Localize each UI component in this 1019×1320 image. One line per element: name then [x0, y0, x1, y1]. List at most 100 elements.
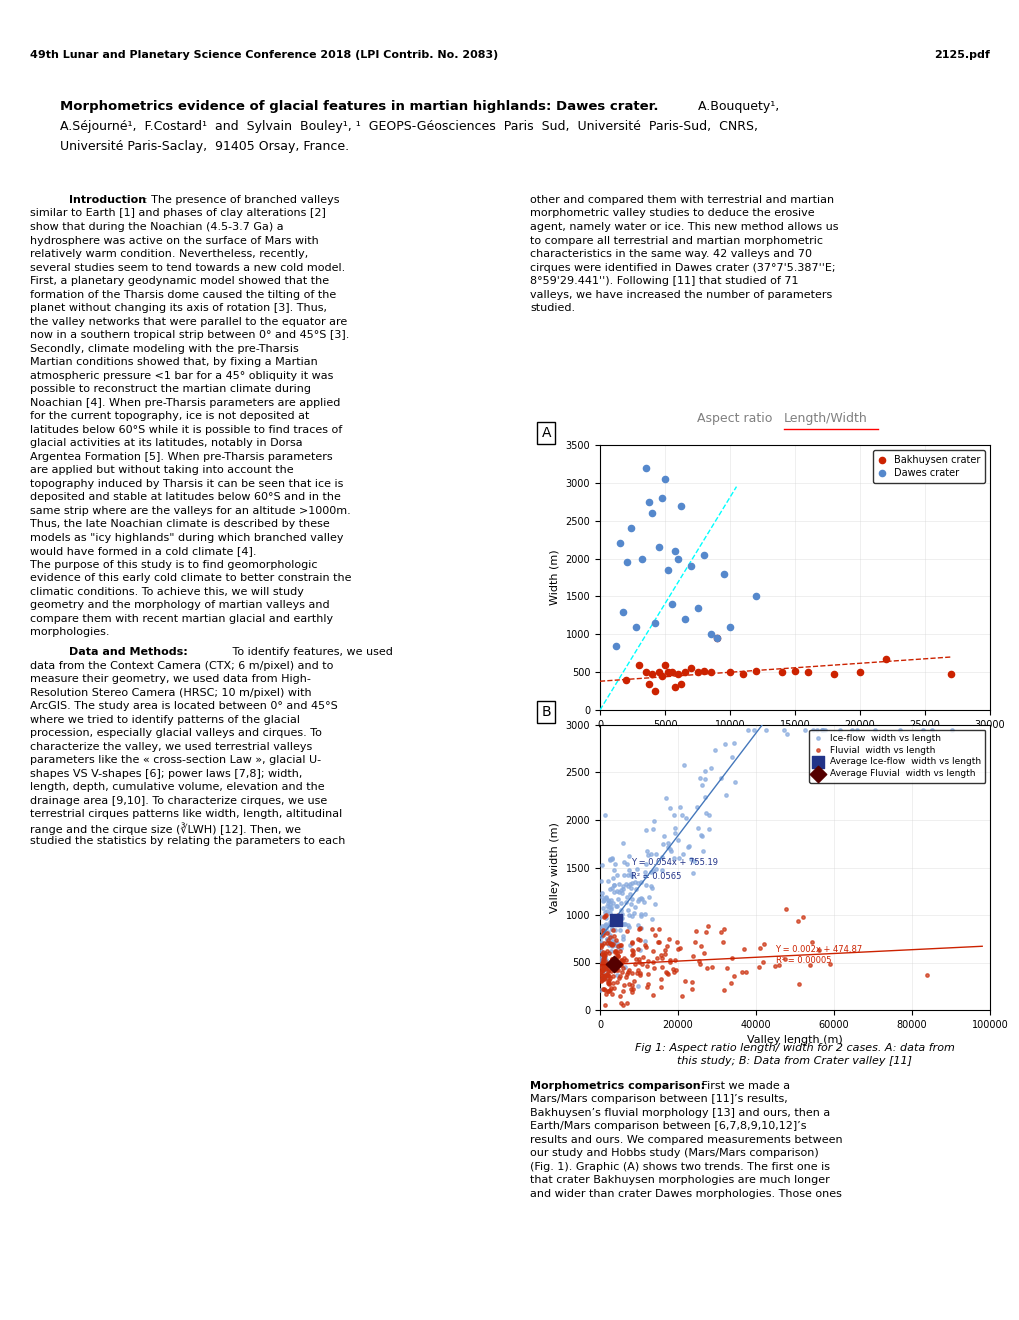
Ice-flow  width vs length	[597, 887, 613, 908]
Dawes crater	[721, 616, 738, 638]
Ice-flow  width vs length	[600, 890, 616, 911]
Ice-flow  width vs length	[618, 891, 634, 912]
Ice-flow  width vs length	[596, 946, 612, 968]
Dawes crater	[614, 601, 631, 622]
Ice-flow  width vs length	[813, 719, 829, 741]
Ice-flow  width vs length	[665, 847, 682, 869]
Dawes crater	[643, 503, 659, 524]
Ice-flow  width vs length	[599, 890, 615, 911]
Fluvial  width vs length	[604, 920, 621, 941]
Fluvial  width vs length	[609, 936, 626, 957]
Bakhuysen crater	[618, 669, 634, 690]
Ice-flow  width vs length	[596, 804, 612, 825]
Fluvial  width vs length	[595, 968, 611, 989]
Ice-flow  width vs length	[665, 817, 682, 838]
Text: our study and Hobbs study (Mars/Mars comparison): our study and Hobbs study (Mars/Mars com…	[530, 1148, 818, 1159]
Fluvial  width vs length	[598, 923, 614, 944]
Fluvial  width vs length	[603, 983, 620, 1005]
Fluvial  width vs length	[596, 942, 612, 964]
Ice-flow  width vs length	[694, 774, 710, 795]
Ice-flow  width vs length	[816, 719, 833, 741]
Text: morphometric valley studies to deduce the erosive: morphometric valley studies to deduce th…	[530, 209, 814, 219]
Ice-flow  width vs length	[597, 887, 613, 908]
Ice-flow  width vs length	[614, 928, 631, 949]
Ice-flow  width vs length	[602, 898, 619, 919]
Fluvial  width vs length	[629, 960, 645, 981]
Dawes crater	[672, 495, 688, 516]
Fluvial  width vs length	[683, 978, 699, 999]
Fluvial  width vs length	[601, 953, 618, 974]
Fluvial  width vs length	[918, 965, 934, 986]
Fluvial  width vs length	[614, 979, 631, 1001]
Ice-flow  width vs length	[623, 863, 639, 884]
Ice-flow  width vs length	[602, 888, 619, 909]
Fluvial  width vs length	[699, 916, 715, 937]
Fluvial  width vs length	[592, 961, 608, 982]
Text: Data and Methods:: Data and Methods:	[68, 647, 187, 657]
Bakhuysen crater	[646, 681, 662, 702]
Fluvial  width vs length	[600, 973, 616, 994]
Ice-flow  width vs length	[596, 958, 612, 979]
Fluvial  width vs length	[594, 948, 610, 969]
Text: Argentea Formation [5]. When pre-Tharsis parameters: Argentea Formation [5]. When pre-Tharsis…	[30, 451, 332, 462]
Ice-flow  width vs length	[621, 874, 637, 895]
Fluvial  width vs length	[594, 923, 610, 944]
Fluvial  width vs length	[624, 944, 640, 965]
Ice-flow  width vs length	[679, 837, 695, 858]
Text: shapes VS V-shapes [6]; power laws [7,8]; width,: shapes VS V-shapes [6]; power laws [7,8]…	[30, 768, 302, 779]
Fluvial  width vs length	[599, 970, 615, 991]
Fluvial  width vs length	[611, 940, 628, 961]
Ice-flow  width vs length	[700, 804, 716, 825]
Fluvial  width vs length	[609, 904, 626, 925]
Ice-flow  width vs length	[944, 719, 960, 741]
Ice-flow  width vs length	[608, 896, 625, 917]
Ice-flow  width vs length	[623, 873, 639, 894]
Text: morphologies.: morphologies.	[30, 627, 109, 638]
Ice-flow  width vs length	[644, 861, 660, 882]
Bakhuysen crater	[676, 661, 692, 682]
Ice-flow  width vs length	[594, 962, 610, 983]
Dawes crater	[623, 517, 639, 539]
Ice-flow  width vs length	[598, 929, 614, 950]
Ice-flow  width vs length	[643, 843, 659, 865]
Ice-flow  width vs length	[601, 903, 618, 924]
X-axis label: Valley length (m): Valley length (m)	[746, 1035, 842, 1045]
Ice-flow  width vs length	[700, 818, 716, 840]
Ice-flow  width vs length	[775, 719, 792, 741]
Text: 49th Lunar and Planetary Science Conference 2018 (LPI Contrib. No. 2083): 49th Lunar and Planetary Science Confere…	[30, 50, 497, 59]
Ice-flow  width vs length	[620, 900, 636, 921]
Ice-flow  width vs length	[804, 719, 820, 741]
Text: Y = 0.002x + 474.87: Y = 0.002x + 474.87	[774, 945, 862, 954]
Ice-flow  width vs length	[671, 797, 687, 818]
Text: Aspect ratio: Aspect ratio	[697, 412, 772, 425]
Ice-flow  width vs length	[593, 940, 609, 961]
Fluvial  width vs length	[615, 974, 632, 995]
Text: ArcGIS. The study area is located between 0° and 45°S: ArcGIS. The study area is located betwee…	[30, 701, 337, 711]
Fluvial  width vs length	[599, 961, 615, 982]
Fluvial  width vs length	[604, 966, 621, 987]
Fluvial  width vs length	[620, 962, 636, 983]
Fluvial  width vs length	[594, 978, 610, 999]
Ice-flow  width vs length	[614, 833, 631, 854]
Fluvial  width vs length	[712, 921, 729, 942]
Ice-flow  width vs length	[653, 846, 669, 867]
Ice-flow  width vs length	[723, 746, 740, 767]
Ice-flow  width vs length	[593, 950, 609, 972]
Fluvial  width vs length	[611, 965, 628, 986]
Bakhuysen crater	[666, 677, 683, 698]
Bakhuysen crater	[659, 661, 676, 682]
Ice-flow  width vs length	[696, 787, 712, 808]
Ice-flow  width vs length	[601, 912, 618, 933]
Ice-flow  width vs length	[630, 975, 646, 997]
Ice-flow  width vs length	[623, 906, 639, 927]
Fluvial  width vs length	[618, 949, 634, 970]
Fluvial  width vs length	[594, 960, 610, 981]
Text: Length/Width: Length/Width	[784, 412, 867, 425]
Fluvial  width vs length	[804, 932, 820, 953]
Fluvial  width vs length	[593, 944, 609, 965]
Ice-flow  width vs length	[615, 865, 632, 886]
Text: To identify features, we used: To identify features, we used	[228, 647, 392, 657]
Ice-flow  width vs length	[594, 898, 610, 919]
Fluvial  width vs length	[607, 958, 624, 979]
Dawes crater	[708, 627, 725, 648]
